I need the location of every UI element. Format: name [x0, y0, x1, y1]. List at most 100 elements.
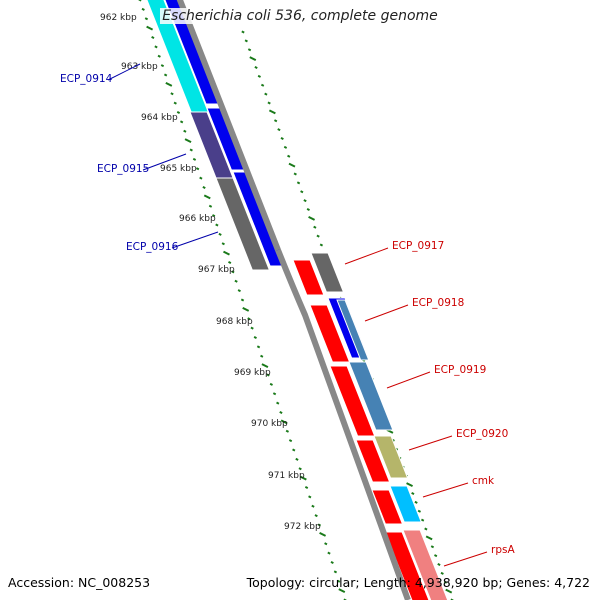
tick-mark — [163, 73, 168, 77]
tick-mark — [414, 500, 418, 504]
forward-strand-gene — [371, 489, 404, 525]
tick-mark — [173, 101, 177, 105]
tick-mark — [196, 167, 200, 171]
tick-mark — [160, 64, 165, 68]
tick-mark — [154, 45, 158, 49]
tick-mark — [430, 545, 435, 549]
forward-strand-gene — [292, 259, 325, 296]
tick-mark — [308, 495, 312, 499]
accession-text: Accession: NC_008253 — [8, 575, 151, 590]
cog-block-pink — [402, 529, 449, 600]
tick-mark — [327, 551, 331, 555]
tick-mark — [183, 129, 187, 133]
backbone-curve — [275, 248, 411, 600]
tick-mark — [292, 448, 296, 452]
cog-block-gray — [310, 252, 345, 293]
cog-block-khaki — [373, 435, 409, 479]
backbone-line — [176, 0, 281, 252]
tick-mark — [336, 579, 341, 583]
gene-label[interactable]: ECP_0919 — [434, 364, 486, 376]
tick-mark — [151, 36, 155, 39]
tick-mark — [253, 336, 257, 339]
tick-mark — [434, 554, 438, 558]
tick-mark — [445, 588, 453, 594]
tick-mark — [417, 509, 421, 513]
tick-mark — [277, 128, 281, 132]
tick-mark — [285, 429, 289, 433]
tick-mark — [308, 215, 316, 221]
tick-mark — [144, 17, 149, 21]
tick-mark — [202, 186, 206, 189]
tick-mark — [247, 317, 251, 321]
kbp-label: 964 kbp — [141, 113, 178, 123]
tick-mark — [157, 54, 161, 58]
tick-mark — [283, 145, 288, 149]
gene-label[interactable]: ECP_0915 — [97, 163, 149, 175]
tick-mark — [267, 101, 271, 105]
gene-label[interactable]: cmk — [472, 475, 495, 487]
tick-mark — [141, 7, 145, 11]
tick-mark — [288, 162, 296, 168]
tick-mark — [274, 119, 278, 123]
tick-mark — [300, 190, 304, 194]
gene-label[interactable]: ECP_0920 — [456, 428, 508, 440]
tick-mark — [240, 298, 245, 302]
tick-mark — [324, 542, 328, 546]
kbp-label: 971 kbp — [268, 471, 305, 481]
gene-leader-line — [142, 153, 187, 171]
tick-mark — [212, 214, 216, 218]
tick-mark — [268, 109, 276, 115]
tick-mark — [138, 0, 142, 2]
gene-leader-line — [364, 304, 409, 322]
tick-mark — [306, 208, 310, 211]
tick-mark — [280, 137, 284, 140]
tick-mark — [288, 439, 293, 443]
tick-mark — [223, 250, 230, 256]
map-title: Escherichia coli 536, complete genome — [160, 8, 440, 24]
tick-mark — [287, 154, 291, 158]
tick-mark — [299, 475, 307, 481]
gene-leader-line — [386, 371, 431, 389]
cog-block-gray — [215, 177, 271, 271]
tick-mark — [296, 181, 301, 185]
gene-label[interactable]: ECP_0916 — [126, 241, 179, 253]
gene-label[interactable]: ECP_0917 — [392, 240, 444, 252]
tick-mark — [215, 223, 219, 227]
tick-mark — [279, 411, 283, 414]
tick-mark — [295, 457, 299, 461]
gene-leader-line — [443, 551, 488, 567]
tick-mark — [228, 261, 232, 264]
tick-mark — [165, 81, 173, 87]
tick-mark — [257, 74, 261, 78]
gene-leader-line — [344, 247, 389, 265]
tick-mark — [256, 345, 261, 349]
tick-mark — [425, 535, 433, 541]
gene-leader-line — [408, 435, 453, 451]
tick-mark — [260, 83, 265, 87]
cog-block-lightblue — [389, 485, 422, 523]
tick-mark — [440, 571, 444, 575]
kbp-labels: 962 kbp 963 kbp 964 kbp 965 kbp 966 kbp 967 k… — [100, 13, 321, 532]
tick-mark — [319, 243, 324, 247]
cog-block-steel — [348, 361, 394, 431]
tick-mark — [317, 523, 322, 527]
feature-blocks — [146, 0, 449, 600]
tick-mark — [241, 30, 245, 34]
gene-label[interactable]: ECP_0914 — [60, 73, 113, 85]
tick-mark — [221, 242, 225, 246]
tick-mark — [189, 148, 193, 152]
tick-mark — [293, 172, 297, 176]
gene-leader-line — [107, 63, 141, 81]
tick-mark — [298, 467, 302, 471]
kbp-label: 963 kbp — [121, 62, 158, 72]
kbp-label: 970 kbp — [251, 419, 288, 429]
tick-mark — [313, 225, 317, 229]
gene-label[interactable]: rpsA — [491, 544, 515, 556]
tick-mark — [146, 25, 154, 31]
gene-label[interactable]: ECP_0918 — [412, 297, 464, 309]
kbp-label: 962 kbp — [100, 13, 137, 23]
tick-mark — [272, 392, 277, 396]
tick-mark — [231, 270, 235, 274]
tick-mark — [234, 279, 238, 283]
tick-mark — [260, 354, 264, 358]
